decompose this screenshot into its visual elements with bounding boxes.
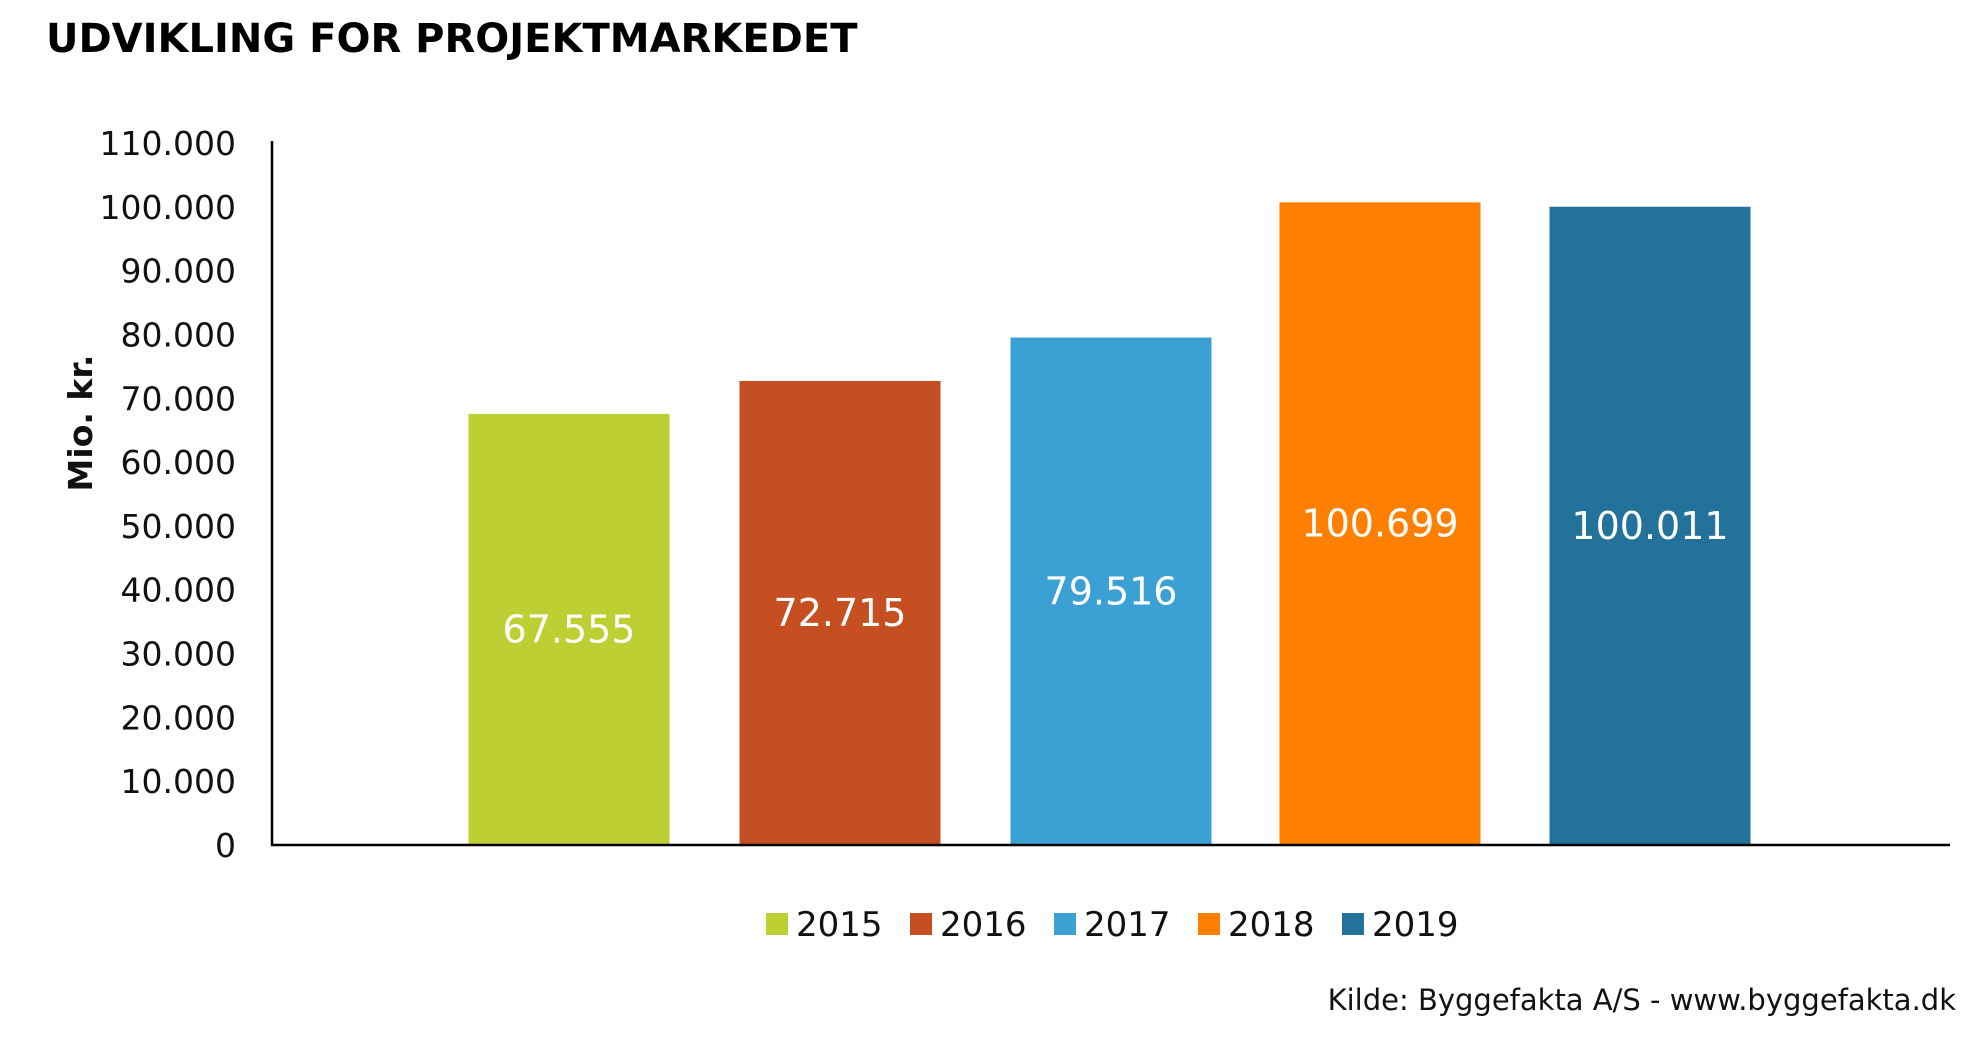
legend: 2015 2016 2017 2018 2019 [766, 905, 1459, 945]
y-tick-label: 70.000 [121, 379, 236, 418]
legend-label: 2018 [1228, 905, 1315, 945]
legend-item-2018: 2018 [1198, 905, 1315, 945]
bar-2019 [1549, 206, 1751, 845]
legend-item-2015: 2015 [766, 905, 883, 945]
data-label-2017: 79.516 [1045, 569, 1178, 613]
legend-swatch [910, 913, 932, 935]
bar-2018 [1279, 202, 1481, 845]
y-tick-label: 0 [215, 826, 236, 865]
y-tick-label: 50.000 [121, 507, 236, 546]
legend-item-2016: 2016 [910, 905, 1027, 945]
y-tick-label: 30.000 [121, 635, 236, 674]
legend-swatch [1342, 913, 1364, 935]
y-axis: 0 10.000 20.000 30.000 40.000 50.000 60.000 70.… [100, 124, 274, 865]
value-labels: 67.555 72.715 79.516 100.699 100.011 [503, 502, 1729, 652]
chart-title: UDVIKLING FOR PROJEKTMARKEDET [46, 16, 858, 62]
legend-label: 2016 [940, 905, 1027, 945]
legend-label: 2017 [1084, 905, 1171, 945]
data-label-2016: 72.715 [774, 591, 907, 635]
y-tick-label: 80.000 [121, 315, 236, 354]
bars [468, 202, 1751, 845]
legend-swatch [1198, 913, 1220, 935]
legend-label: 2019 [1372, 905, 1459, 945]
legend-item-2017: 2017 [1054, 905, 1171, 945]
data-label-2015: 67.555 [503, 607, 636, 651]
bar-2017 [1010, 337, 1212, 845]
y-tick-label: 90.000 [121, 252, 236, 291]
y-tick-label: 60.000 [121, 443, 236, 482]
y-tick-label: 20.000 [121, 698, 236, 737]
y-tick-label: 40.000 [121, 571, 236, 610]
bar-2015 [468, 413, 670, 845]
legend-swatch [1054, 913, 1076, 935]
bar-2016 [739, 380, 941, 845]
legend-swatch [766, 913, 788, 935]
y-tick-label: 110.000 [100, 124, 236, 163]
y-tick-label: 10.000 [121, 762, 236, 801]
legend-label: 2015 [796, 905, 883, 945]
data-label-2019: 100.011 [1571, 504, 1728, 548]
y-tick-label: 100.000 [100, 188, 236, 227]
data-label-2018: 100.699 [1301, 502, 1458, 546]
legend-item-2019: 2019 [1342, 905, 1459, 945]
source-note: Kilde: Byggefakta A/S - www.byggefakta.d… [1328, 983, 1957, 1017]
y-axis-label: Mio. kr. [61, 355, 100, 492]
